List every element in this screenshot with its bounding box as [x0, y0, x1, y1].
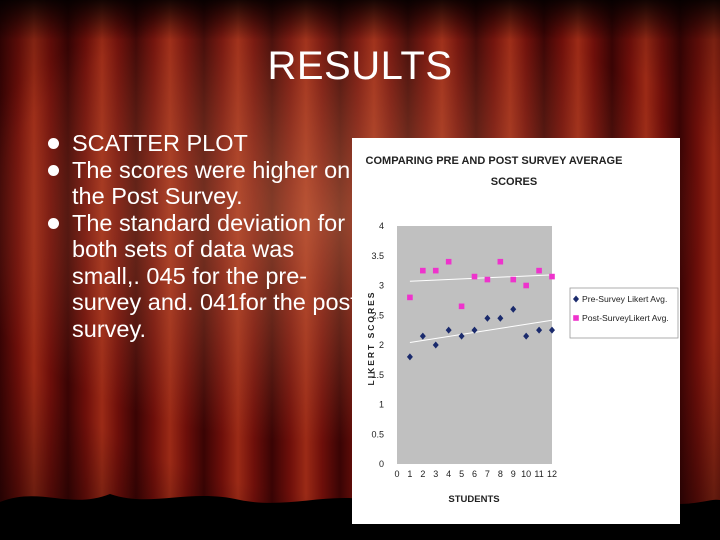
- legend-marker: [573, 315, 579, 321]
- post-survey-point: [497, 258, 504, 265]
- bullet-text: The scores were higher on the Post Surve…: [72, 156, 351, 210]
- pre-survey-point: [497, 314, 504, 322]
- x-tick-label: 1: [407, 469, 412, 479]
- pre-survey-point: [419, 332, 426, 340]
- post-survey-point: [445, 258, 452, 265]
- x-tick-label: 12: [547, 469, 557, 479]
- post-survey-point: [432, 267, 439, 274]
- pre-survey-point: [445, 326, 452, 334]
- bullet-text: SCATTER PLOT: [72, 130, 248, 156]
- y-tick-label: 4: [379, 221, 384, 231]
- x-axis-label: STUDENTS: [448, 494, 499, 505]
- x-tick-label: 11: [534, 469, 543, 479]
- x-tick-label: 4: [446, 469, 451, 479]
- x-tick-label: 8: [498, 469, 503, 479]
- chart-legend: Pre-Survey Likert Avg. Post-SurveyLikert …: [569, 287, 679, 339]
- legend-box: [569, 287, 679, 339]
- post-survey-point: [536, 267, 542, 274]
- pre-survey-point: [484, 314, 491, 322]
- x-tick-label: 3: [433, 469, 438, 479]
- legend-label: Pre-Survey Likert Avg.: [582, 294, 667, 304]
- bullet-text: The standard deviation for both sets of …: [72, 209, 357, 342]
- pre-survey-point: [432, 341, 439, 349]
- post-survey-point: [458, 303, 465, 310]
- post-survey-point: [549, 273, 555, 280]
- x-tick-label: 5: [459, 469, 464, 479]
- pre-survey-point: [458, 332, 465, 340]
- x-tick-label: 7: [485, 469, 490, 479]
- bullet-item: The standard deviation for both sets of …: [48, 210, 358, 343]
- legend-marker: [573, 295, 579, 303]
- post-survey-point: [471, 273, 478, 280]
- post-survey-point: [523, 282, 529, 289]
- x-tick-label: 6: [472, 469, 477, 479]
- bullet-dot-icon: [48, 217, 59, 229]
- plot-area: [397, 226, 552, 464]
- pre-survey-point: [536, 326, 543, 334]
- legend-label: Post-SurveyLikert Avg.: [582, 313, 669, 323]
- chart-title-line-2: SCORES: [491, 176, 537, 188]
- y-tick-label: 1: [379, 400, 384, 410]
- scatter-chart: COMPARING PRE AND POST SURVEY AVERAGE SC…: [352, 138, 680, 524]
- bullet-dot-icon: [48, 138, 59, 149]
- scatter-chart-svg: COMPARING PRE AND POST SURVEY AVERAGE SC…: [366, 155, 679, 505]
- post-survey-point: [510, 276, 517, 283]
- y-tick-label: 2: [379, 340, 384, 350]
- bullet-item: SCATTER PLOT: [48, 130, 358, 157]
- y-tick-label: 1.5: [371, 370, 384, 380]
- y-tick-label: 2.5: [371, 310, 384, 320]
- bullet-item: The scores were higher on the Post Surve…: [48, 157, 358, 210]
- y-tick-label: 3.5: [371, 251, 384, 261]
- bullet-list: SCATTER PLOT The scores were higher on t…: [48, 130, 358, 342]
- y-tick-label: 3: [379, 281, 384, 291]
- pre-survey-point: [471, 326, 478, 334]
- pre-survey-point: [510, 305, 517, 313]
- pre-survey-point: [523, 332, 530, 340]
- y-tick-label: 0.5: [371, 429, 384, 439]
- x-tick-label: 10: [521, 469, 531, 479]
- post-survey-point: [420, 267, 426, 274]
- slide-title: RESULTS: [267, 44, 453, 88]
- pre-survey-point: [549, 326, 555, 334]
- y-tick-label: 0: [379, 459, 384, 469]
- post-survey-point: [407, 294, 413, 301]
- curtain-valance: [0, 0, 720, 40]
- trend-line: [409, 274, 553, 282]
- chart-title-line-1: COMPARING PRE AND POST SURVEY AVERAGE: [366, 155, 623, 167]
- x-tick-label: 2: [420, 469, 425, 479]
- x-tick-label: 0: [394, 469, 399, 479]
- bullet-dot-icon: [48, 164, 59, 176]
- y-axis-label: LIKERT SCORES: [366, 291, 376, 386]
- trend-line: [409, 319, 553, 344]
- post-survey-point: [484, 276, 491, 283]
- x-tick-label: 9: [511, 469, 516, 479]
- pre-survey-point: [406, 353, 413, 361]
